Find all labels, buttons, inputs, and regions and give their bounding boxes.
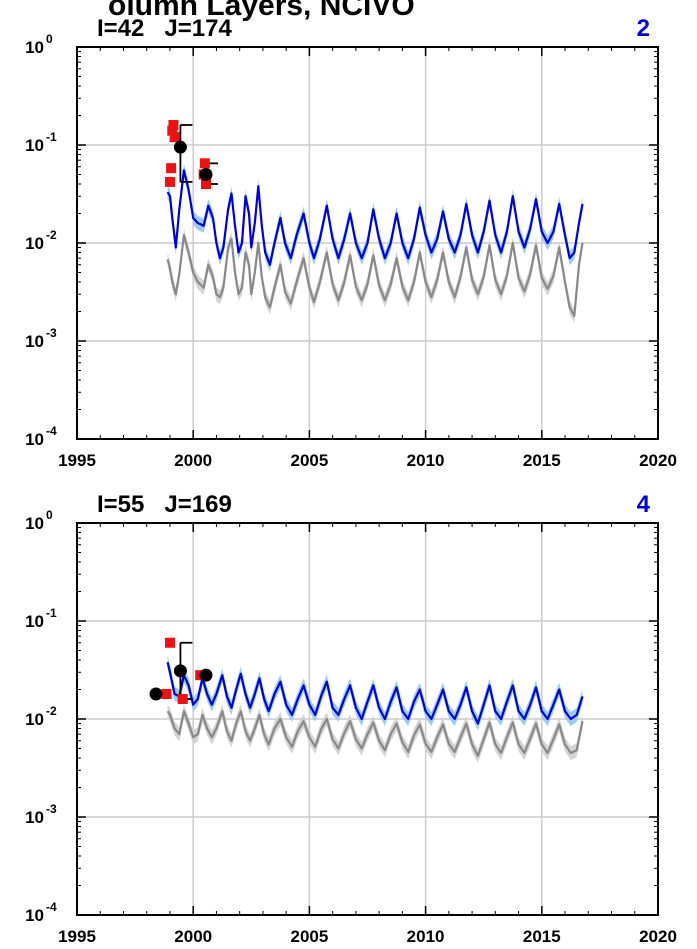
observation-marker	[164, 176, 175, 187]
plot-frame	[76, 46, 659, 440]
figure-title-fragment: olumn Layers, NCIVO	[108, 0, 415, 22]
mean-marker	[199, 668, 213, 682]
y-tick-label-base: 10	[25, 514, 44, 533]
y-tick-label-exponent: -4	[46, 424, 57, 438]
y-tick-label-base: 10	[25, 906, 44, 925]
y-tick-label-exponent: -4	[46, 900, 57, 914]
y-tick-label-base: 10	[25, 332, 44, 351]
mean-marker	[173, 140, 187, 154]
y-tick-label-exponent: -2	[46, 228, 57, 242]
x-tick-label: 1995	[58, 451, 96, 470]
panel-title: I=55 J=169	[97, 491, 232, 518]
y-tick-label-base: 10	[25, 136, 44, 155]
mean-marker	[173, 664, 187, 678]
observation-marker	[169, 132, 180, 143]
y-tick-label-base: 10	[25, 234, 44, 253]
x-tick-label: 2010	[407, 451, 445, 470]
y-tick-label-exponent: 0	[46, 508, 53, 522]
observation-marker	[200, 178, 211, 189]
panel-number: 2	[637, 15, 650, 42]
y-tick-label-exponent: -1	[46, 606, 57, 620]
y-tick-label-exponent: -2	[46, 704, 57, 718]
observation-marker	[166, 163, 177, 174]
x-tick-label: 1995	[58, 927, 96, 946]
y-tick-label-base: 10	[25, 38, 44, 57]
y-tick-label-base: 10	[25, 612, 44, 631]
x-tick-label: 2000	[174, 927, 212, 946]
plot-frame	[76, 522, 659, 916]
x-tick-label: 2015	[523, 451, 561, 470]
y-tick-label-base: 10	[25, 430, 44, 449]
y-tick-label-exponent: -3	[46, 802, 57, 816]
y-tick-label-exponent: -3	[46, 326, 57, 340]
observation-marker	[164, 637, 175, 648]
mean-marker	[199, 168, 213, 182]
panel-title: I=42 J=174	[97, 15, 232, 42]
y-tick-label-exponent: -1	[46, 130, 57, 144]
series-line-reference	[166, 234, 584, 318]
y-tick-label-exponent: 0	[46, 32, 53, 46]
observation-marker	[161, 688, 172, 699]
x-tick-label: 2000	[174, 451, 212, 470]
observation-marker	[168, 119, 179, 130]
mean-marker	[149, 687, 163, 701]
x-tick-label: 2015	[523, 927, 561, 946]
observation-marker	[177, 693, 188, 704]
y-tick-label-base: 10	[25, 710, 44, 729]
x-tick-label: 2020	[639, 927, 677, 946]
series-line-model	[166, 169, 584, 266]
x-tick-label: 2010	[407, 927, 445, 946]
y-tick-label-base: 10	[25, 808, 44, 827]
series-band-reference	[167, 704, 583, 763]
x-tick-label: 2005	[290, 451, 328, 470]
series-line-model	[166, 661, 584, 725]
panel-number: 4	[637, 491, 651, 518]
observation-marker	[167, 125, 178, 136]
x-tick-label: 2020	[639, 451, 677, 470]
x-tick-label: 2005	[290, 927, 328, 946]
observation-marker	[199, 158, 210, 169]
series-line-reference	[166, 710, 584, 758]
